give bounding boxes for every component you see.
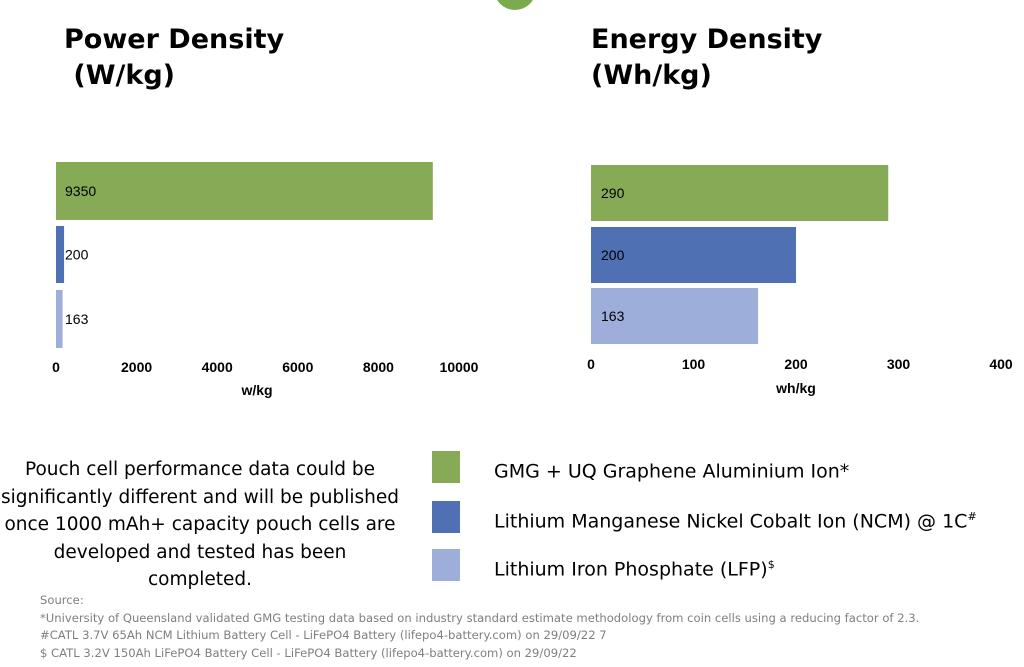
energy-x-tick: 0 bbox=[587, 356, 595, 372]
energy-bar-gmg bbox=[591, 165, 889, 221]
power-x-tick: 2000 bbox=[121, 359, 152, 375]
energy-bar-lfp bbox=[591, 288, 759, 344]
energy-x-tick: 300 bbox=[887, 356, 911, 372]
power-data-label-ncm: 200 bbox=[65, 247, 89, 263]
power-density-chart: 9350 200 163 0 2000 4000 6000 8000 10000 w/kg bbox=[52, 162, 479, 398]
legend-label-ncm: Lithium Manganese Nickel Cobalt Ion (NCM… bbox=[494, 510, 977, 533]
energy-bar-ncm bbox=[591, 227, 796, 283]
legend-label-lfp: Lithium Iron Phosphate (LFP)$ bbox=[494, 558, 775, 581]
energy-x-tick: 200 bbox=[784, 356, 808, 372]
power-x-tick: 8000 bbox=[363, 359, 394, 375]
power-density-title: Power Density (W/kg) bbox=[64, 24, 285, 91]
energy-density-title: Energy Density (Wh/kg) bbox=[591, 24, 823, 91]
source-heading: Source: bbox=[40, 593, 84, 607]
source-line-1: *University of Queensland validated GMG … bbox=[40, 610, 920, 625]
energy-x-axis-title: wh/kg bbox=[775, 380, 816, 396]
energy-density-chart: 290 200 163 0 100 200 300 400 wh/kg bbox=[587, 165, 1013, 396]
power-x-tick: 0 bbox=[52, 359, 60, 375]
power-x-tick: 6000 bbox=[282, 359, 313, 375]
power-x-tick: 4000 bbox=[202, 359, 233, 375]
energy-data-label-lfp: 163 bbox=[601, 308, 625, 324]
legend-swatch-ncm bbox=[432, 501, 460, 533]
decorative-circle bbox=[494, 0, 536, 10]
source-line-2: #CATL 3.7V 65Ah NCM Lithium Battery Cell… bbox=[40, 628, 607, 643]
legend-swatch-gmg bbox=[432, 451, 460, 483]
power-data-label-gmg: 9350 bbox=[65, 183, 96, 199]
power-bar-ncm bbox=[56, 226, 65, 283]
source-notes: Source: *University of Queensland validat… bbox=[40, 592, 919, 662]
pouch-cell-note: Pouch cell performance data could be sig… bbox=[0, 459, 400, 590]
power-data-label-lfp: 163 bbox=[65, 311, 89, 327]
legend-swatch-lfp bbox=[432, 549, 460, 581]
power-bar-lfp bbox=[56, 290, 63, 348]
energy-data-label-ncm: 200 bbox=[601, 247, 625, 263]
power-x-axis-title: w/kg bbox=[240, 382, 272, 398]
power-x-tick: 10000 bbox=[440, 359, 479, 375]
power-bar-gmg bbox=[56, 162, 433, 220]
energy-x-tick: 100 bbox=[682, 356, 706, 372]
source-line-3: $ CATL 3.2V 150Ah LiFePO4 Battery Cell -… bbox=[40, 645, 577, 660]
legend-label-gmg: GMG + UQ Graphene Aluminium Ion* bbox=[494, 460, 850, 483]
energy-data-label-gmg: 290 bbox=[601, 185, 625, 201]
energy-x-tick: 400 bbox=[989, 356, 1013, 372]
